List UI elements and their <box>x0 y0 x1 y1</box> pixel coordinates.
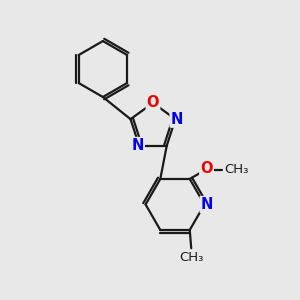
Text: CH₃: CH₃ <box>224 163 248 176</box>
Text: O: O <box>147 95 159 110</box>
Text: N: N <box>171 112 183 127</box>
Text: CH₃: CH₃ <box>179 251 203 264</box>
Text: N: N <box>201 197 213 212</box>
Text: O: O <box>200 161 213 176</box>
Text: N: N <box>131 138 144 153</box>
